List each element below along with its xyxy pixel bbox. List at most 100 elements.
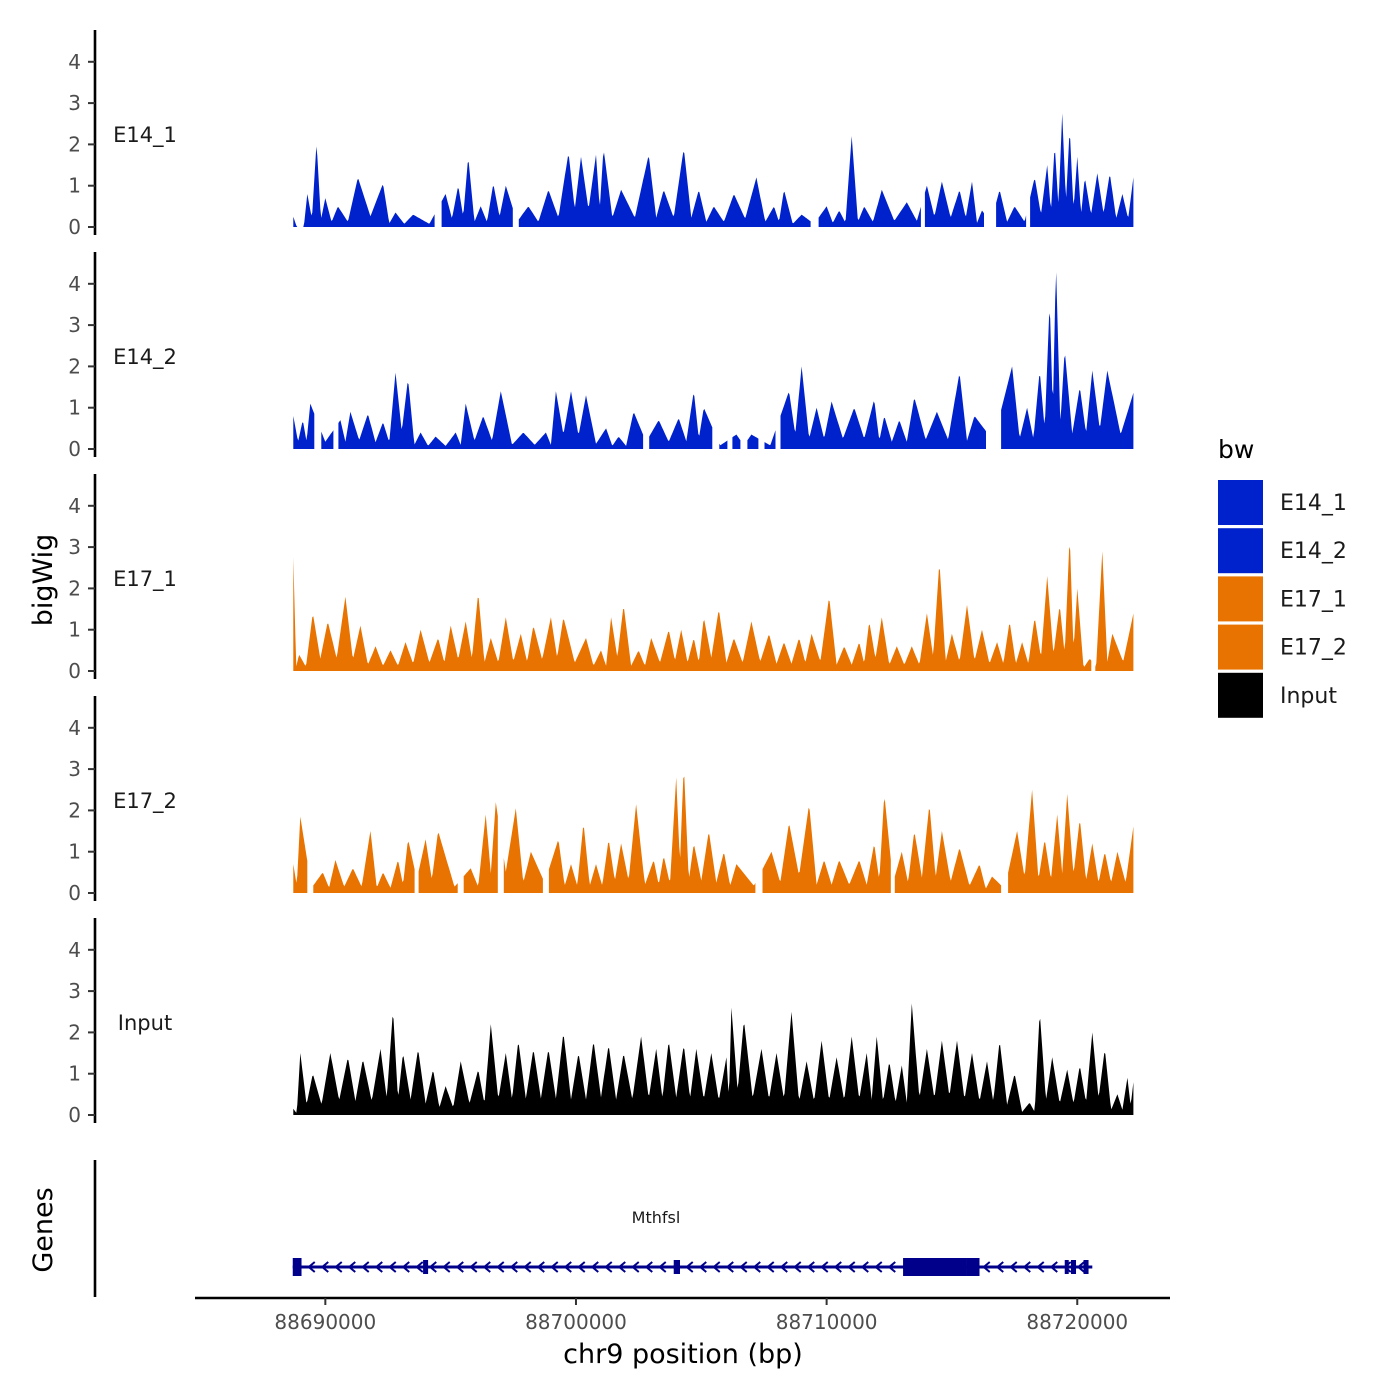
strand-arrow: [698, 1261, 707, 1273]
signal-area-E14_2-8: [780, 366, 986, 449]
strand-arrow: [590, 1261, 599, 1273]
strand-arrow: [415, 1261, 424, 1273]
strand-arrow: [374, 1261, 383, 1273]
legend-item-E14_1: E14_1: [1218, 480, 1347, 525]
exon-4: [966, 1258, 980, 1276]
strand-arrow: [550, 1261, 559, 1273]
y-tick-label: 0: [68, 215, 81, 239]
track-label-E17_2: E17_2: [113, 789, 177, 814]
strand-arrow: [509, 1261, 518, 1273]
signal-area-E17_2-0: [293, 816, 308, 893]
signal-area-E14_1-5: [996, 191, 1027, 227]
strand-arrow: [455, 1261, 464, 1273]
strand-arrow: [347, 1261, 356, 1273]
y-tick-label: 3: [68, 757, 81, 781]
strand-arrow: [577, 1261, 586, 1273]
strand-arrow: [496, 1261, 505, 1273]
strand-arrow: [658, 1261, 667, 1273]
signal-area-E17_2-7: [894, 809, 1002, 893]
strand-arrow: [793, 1261, 802, 1273]
signal-area-E17_2-1: [313, 831, 415, 893]
signal-area-E17_2-2: [418, 832, 458, 893]
strand-arrow: [631, 1261, 640, 1273]
y-tick-label: 3: [68, 979, 81, 1003]
y-tick-label: 0: [68, 659, 81, 683]
strand-arrow: [428, 1261, 437, 1273]
y-axis-title: bigWig: [28, 534, 59, 627]
track-Input: 0 1 2 3 4 Input: [68, 918, 1134, 1127]
strand-arrow: [1049, 1261, 1058, 1273]
x-tick-label: 88690000: [274, 1310, 376, 1334]
strand-arrow: [644, 1261, 653, 1273]
strand-arrow: [766, 1261, 775, 1273]
x-tick-label: 88720000: [1026, 1310, 1128, 1334]
legend-swatch: [1218, 672, 1263, 718]
signal-area-E17_1-1: [1095, 551, 1134, 671]
strand-arrow: [712, 1261, 721, 1273]
genes-panel-title: Genes: [28, 1187, 59, 1272]
strand-arrow: [1076, 1261, 1085, 1273]
legend-item-Input: Input: [1218, 672, 1337, 718]
strand-arrow: [307, 1261, 316, 1273]
strand-arrow: [995, 1261, 1004, 1273]
strand-arrow: [1036, 1261, 1045, 1273]
strand-arrow: [334, 1261, 343, 1273]
legend-label: Input: [1280, 684, 1337, 709]
strand-arrow: [725, 1261, 734, 1273]
signal-area-E14_2-4: [719, 440, 728, 449]
strand-arrow: [1022, 1261, 1031, 1273]
y-tick-label: 2: [68, 1020, 81, 1044]
track-E17_1: 0 1 2 3 4 E17_1: [68, 474, 1134, 683]
exon-6: [1070, 1260, 1077, 1274]
y-tick-label: 2: [68, 354, 81, 378]
y-tick-label: 3: [68, 91, 81, 115]
signal-area-E17_2-8: [1008, 789, 1134, 893]
y-tick-label: 4: [68, 272, 81, 296]
y-tick-label: 0: [68, 881, 81, 905]
strand-arrow: [1009, 1261, 1018, 1273]
strand-arrow: [469, 1261, 478, 1273]
strand-arrow: [779, 1261, 788, 1273]
strand-arrow: [982, 1261, 991, 1273]
signal-area-E14_2-2: [338, 372, 644, 449]
signal-area-E14_2-6: [747, 434, 759, 449]
signal-area-E17_1-0: [293, 546, 1092, 671]
signal-area-E17_2-3: [463, 802, 498, 893]
strand-arrow: [536, 1261, 545, 1273]
x-tick-label: 88700000: [525, 1310, 627, 1334]
strand-arrow: [523, 1261, 532, 1273]
signal-area-E14_2-1: [321, 430, 334, 449]
strand-arrow: [617, 1261, 626, 1273]
bigwig-tracks: 0 1 2 3 4 E14_1 0 1 2 3 4 E14_2 0 1 2 3 4 E17_1 0 1 2 3 4 E17_2…: [68, 30, 1134, 1127]
strand-arrow: [806, 1261, 815, 1273]
track-E14_2: 0 1 2 3 4 E14_2: [68, 252, 1134, 461]
gene-label: Mthfsl: [632, 1208, 681, 1227]
y-tick-label: 2: [68, 576, 81, 600]
strand-arrow: [604, 1261, 613, 1273]
signal-area-E14_2-5: [732, 434, 741, 449]
signal-area-E14_1-4: [924, 181, 984, 227]
exon-7: [1083, 1260, 1089, 1274]
strand-arrow: [860, 1261, 869, 1273]
strand-arrow: [563, 1261, 572, 1273]
legend-title: bw: [1218, 435, 1254, 464]
gene-annotation-panel: Mthfsl: [93, 1160, 1093, 1297]
track-label-Input: Input: [118, 1011, 172, 1035]
strand-arrow: [752, 1261, 761, 1273]
legend-label: E14_1: [1280, 491, 1347, 516]
strand-arrow: [442, 1261, 451, 1273]
signal-area-Input-0: [293, 1003, 1134, 1115]
y-tick-label: 1: [68, 1062, 81, 1086]
legend-item-E17_2: E17_2: [1218, 624, 1347, 670]
strand-arrow: [847, 1261, 856, 1273]
gene-Mthfsl: Mthfsl: [292, 1208, 1093, 1276]
track-label-E17_1: E17_1: [113, 567, 177, 592]
track-label-E14_1: E14_1: [113, 123, 177, 148]
legend-label: E17_1: [1280, 587, 1347, 612]
y-tick-label: 4: [68, 938, 81, 962]
signal-area-E14_2-7: [764, 430, 776, 449]
legend: E14_1 E14_2 E17_1 E17_2 Input: [1218, 480, 1347, 718]
signal-area-E17_2-6: [762, 799, 891, 893]
y-tick-label: 2: [68, 132, 81, 156]
